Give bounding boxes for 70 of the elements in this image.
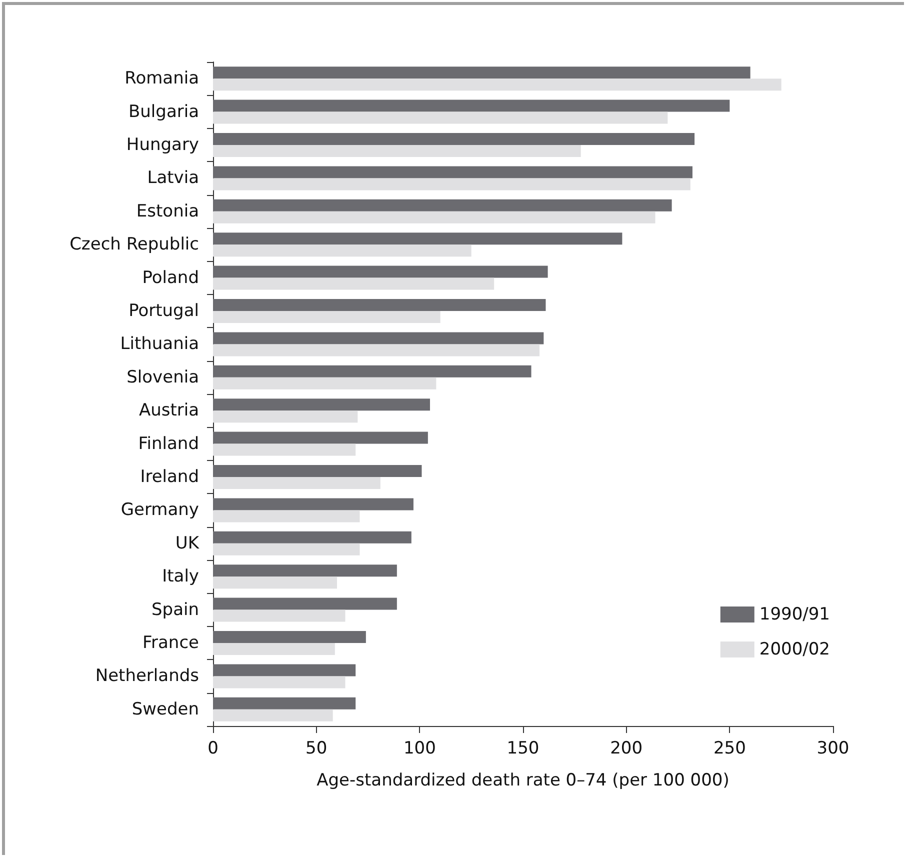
bar (213, 398, 430, 411)
x-axis-title: Age-standardized death rate 0–74 (per 100 000) (316, 770, 730, 790)
bar (213, 410, 358, 423)
bar (213, 133, 695, 145)
y-tick-label: France (142, 633, 199, 653)
y-tick-label: Estonia (136, 201, 199, 222)
y-tick-label: Ireland (140, 467, 199, 487)
legend-label: 1990/91 (759, 604, 830, 624)
bar (213, 576, 337, 589)
bar (213, 477, 380, 489)
bar (213, 278, 494, 290)
x-tick-label: 100 (403, 738, 436, 758)
bar (213, 78, 782, 91)
y-tick-label: Poland (142, 268, 199, 288)
bar (213, 697, 356, 710)
y-tick-label: Lithuania (120, 334, 199, 354)
bar (213, 166, 692, 178)
bar (213, 444, 356, 456)
bar (213, 145, 581, 157)
x-tick-label: 300 (816, 738, 850, 758)
bar (213, 178, 690, 190)
bar (213, 344, 540, 356)
y-tick-label: Sweden (132, 699, 199, 720)
x-tick-label: 200 (610, 738, 643, 758)
bar (213, 465, 422, 477)
y-tick-label: Bulgaria (128, 102, 199, 122)
x-tick-label: 150 (506, 738, 540, 758)
bar (213, 112, 668, 124)
bar (213, 498, 414, 510)
bar (213, 432, 428, 444)
y-tick-label: UK (175, 533, 200, 554)
bar (213, 564, 397, 577)
x-tick-label: 50 (306, 738, 328, 758)
bar (213, 377, 436, 390)
y-tick-label: Czech Republic (70, 234, 199, 255)
bar (213, 244, 472, 257)
y-tick-label: Latvia (147, 168, 199, 188)
bar (213, 610, 346, 622)
y-tick-label: Romania (124, 68, 199, 89)
bar (213, 510, 360, 522)
bar (213, 199, 672, 212)
bar (213, 676, 346, 688)
y-tick-label: Portugal (128, 301, 199, 321)
y-tick-label: Hungary (126, 135, 199, 155)
y-tick-label: Austria (138, 400, 199, 421)
x-tick-label: 0 (208, 738, 218, 758)
bar (213, 365, 532, 378)
legend-label: 2000/02 (759, 640, 830, 660)
y-tick-label: Slovenia (126, 367, 199, 388)
bar (213, 211, 656, 224)
x-tick-label: 250 (713, 738, 746, 758)
bar (213, 643, 335, 655)
bar (213, 66, 750, 79)
y-tick-label: Italy (162, 566, 199, 587)
y-tick-label: Spain (152, 600, 199, 620)
bar (213, 311, 440, 323)
bar (213, 299, 546, 311)
bar (213, 543, 360, 556)
y-tick-label: Germany (120, 500, 199, 520)
bar (213, 100, 730, 112)
bar (213, 631, 366, 643)
bar (213, 531, 412, 544)
bar (213, 266, 548, 278)
bar (213, 232, 622, 245)
bar (213, 709, 333, 722)
y-tick-label: Netherlands (95, 666, 200, 686)
bar (213, 598, 397, 610)
bar (213, 664, 356, 676)
bar (213, 332, 544, 344)
y-tick-label: Finland (138, 434, 199, 454)
